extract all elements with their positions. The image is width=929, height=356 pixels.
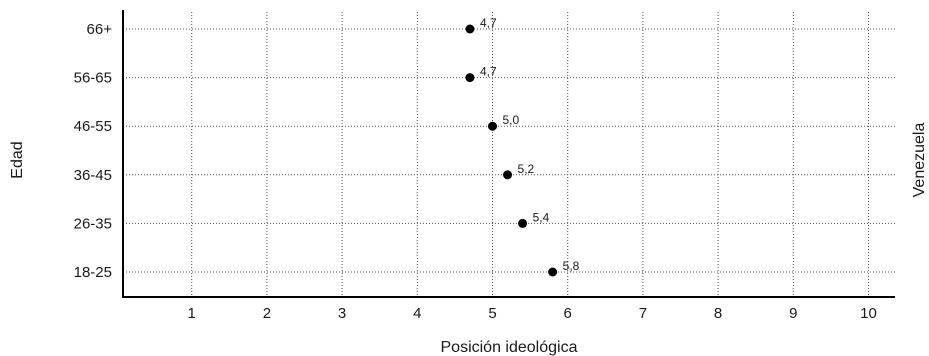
- x-tick-label: 5: [488, 305, 496, 322]
- y-axis-title: Edad: [9, 141, 26, 178]
- y-tick-label: 66+: [87, 21, 113, 38]
- data-point: [503, 170, 513, 180]
- y-tick-label: 26-35: [74, 215, 112, 232]
- data-label: 4,7: [480, 65, 497, 79]
- data-label: 5,2: [518, 162, 535, 176]
- x-axis-title: Posición ideológica: [441, 339, 578, 356]
- data-point: [518, 218, 528, 228]
- x-tick-label: 7: [639, 305, 647, 322]
- data-label: 4,7: [480, 16, 497, 30]
- data-label: 5,8: [563, 259, 580, 273]
- x-tick-label: 4: [413, 305, 421, 322]
- data-point: [465, 24, 475, 34]
- axes: [122, 10, 895, 298]
- data-points: [465, 24, 558, 277]
- y-tick-label: 18-25: [74, 264, 112, 281]
- data-point: [465, 73, 475, 83]
- y-tick-label: 36-45: [74, 167, 112, 184]
- data-point: [488, 121, 497, 131]
- y-tick-label: 46-55: [74, 118, 112, 135]
- x-tick-label: 2: [263, 305, 271, 322]
- y-tick-label: 56-65: [74, 70, 112, 87]
- right-series-label: Venezuela: [911, 123, 928, 198]
- x-tick-labels: 1 2 3 4 5 6 7 8 9 10: [188, 305, 877, 322]
- data-labels: 4,7 4,7 5,0 5,2 5,4 5,8: [480, 16, 580, 273]
- x-tick-label: 8: [714, 305, 722, 322]
- x-tick-label: 6: [564, 305, 572, 322]
- x-tick-label: 3: [338, 305, 346, 322]
- x-tick-label: 10: [860, 305, 877, 322]
- y-tick-labels: 66+ 56-65 46-55 36-45 26-35 18-25: [74, 21, 113, 281]
- x-tick-label: 1: [188, 305, 196, 322]
- data-point: [548, 267, 558, 277]
- grid-lines: [123, 12, 895, 297]
- data-label: 5,4: [533, 210, 550, 224]
- data-label: 5,0: [503, 113, 520, 127]
- x-tick-label: 9: [789, 305, 797, 322]
